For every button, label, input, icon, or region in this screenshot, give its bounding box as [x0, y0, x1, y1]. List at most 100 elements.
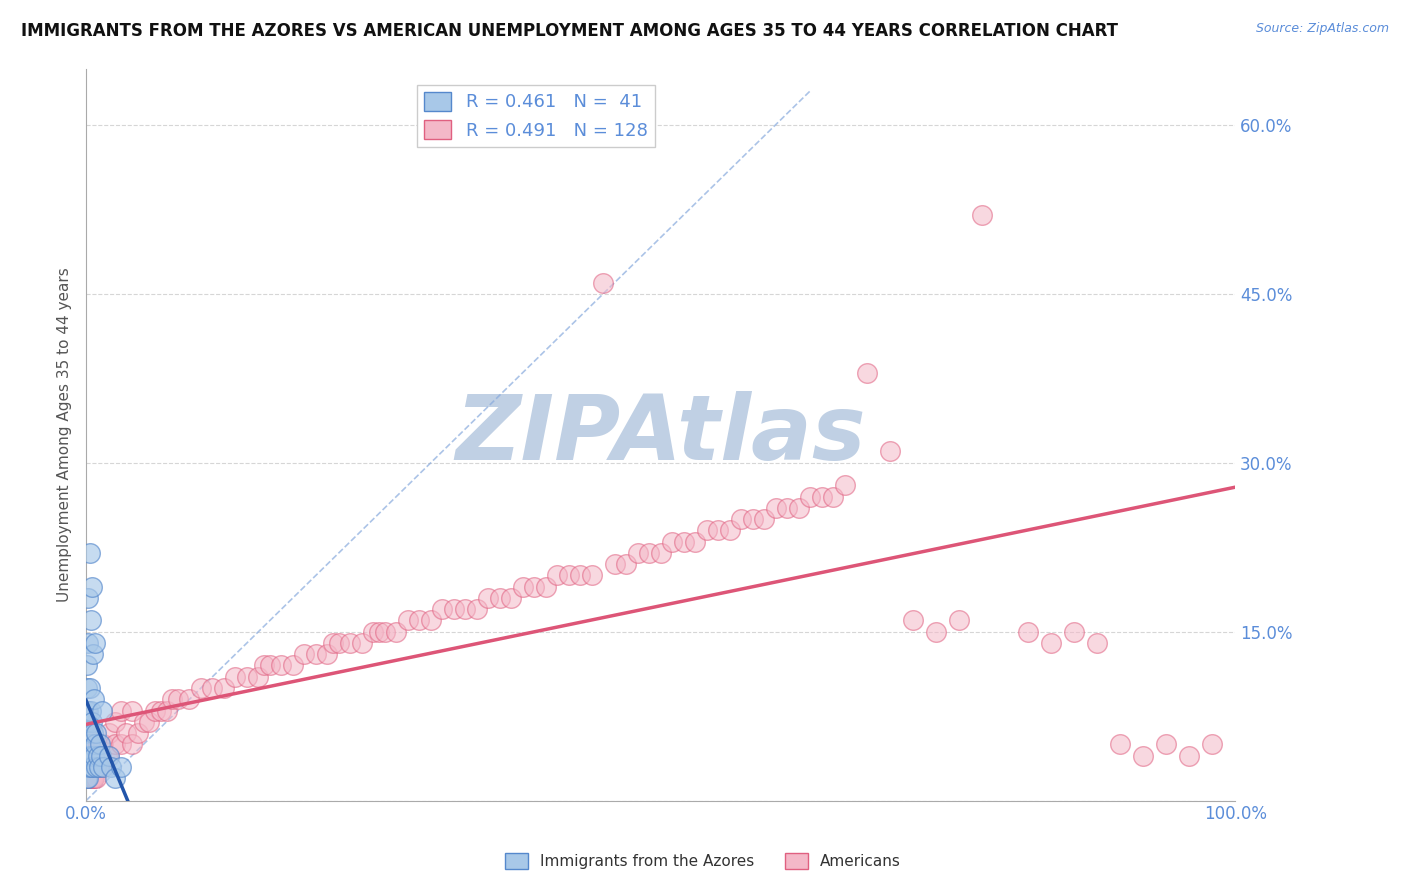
Point: [80, 580, 103, 594]
Point: [98, 748, 121, 763]
Point: [821, 490, 844, 504]
Text: Source: ZipAtlas.com: Source: ZipAtlas.com: [1256, 22, 1389, 36]
Point: [236, 670, 259, 684]
Point: [91, 760, 114, 774]
Point: [294, 647, 316, 661]
Point: [86, 771, 108, 785]
Point: [190, 681, 212, 695]
Point: [77, 760, 100, 774]
Legend: Immigrants from the Azores, Americans: Immigrants from the Azores, Americans: [499, 847, 907, 875]
Point: [385, 624, 408, 639]
Point: [408, 614, 430, 628]
Point: [104, 714, 127, 729]
Point: [89, 737, 111, 751]
Point: [419, 614, 441, 628]
Point: [614, 557, 637, 571]
Point: [1178, 748, 1201, 763]
Point: [903, 614, 925, 628]
Point: [683, 534, 706, 549]
Point: [80, 737, 103, 751]
Text: ZIPAtlas: ZIPAtlas: [456, 391, 866, 479]
Point: [512, 580, 534, 594]
Point: [79, 614, 101, 628]
Point: [638, 546, 661, 560]
Point: [104, 771, 127, 785]
Point: [718, 524, 741, 538]
Point: [127, 726, 149, 740]
Point: [477, 591, 499, 605]
Point: [76, 760, 98, 774]
Point: [110, 760, 132, 774]
Point: [765, 500, 787, 515]
Point: [581, 568, 603, 582]
Point: [80, 760, 103, 774]
Point: [741, 512, 763, 526]
Point: [948, 614, 970, 628]
Point: [259, 658, 281, 673]
Point: [396, 614, 419, 628]
Point: [201, 681, 224, 695]
Point: [79, 737, 101, 751]
Point: [76, 681, 98, 695]
Point: [374, 624, 396, 639]
Point: [84, 737, 107, 751]
Point: [77, 771, 100, 785]
Point: [76, 771, 98, 785]
Point: [100, 760, 122, 774]
Point: [76, 760, 98, 774]
Point: [84, 636, 107, 650]
Point: [501, 591, 523, 605]
Point: [83, 760, 105, 774]
Point: [91, 737, 114, 751]
Point: [80, 771, 103, 785]
Point: [76, 714, 98, 729]
Point: [79, 760, 101, 774]
Text: IMMIGRANTS FROM THE AZORES VS AMERICAN UNEMPLOYMENT AMONG AGES 35 TO 44 YEARS CO: IMMIGRANTS FROM THE AZORES VS AMERICAN U…: [21, 22, 1118, 40]
Point: [569, 568, 592, 582]
Point: [1109, 737, 1132, 751]
Point: [879, 444, 901, 458]
Point: [167, 692, 190, 706]
Point: [77, 591, 100, 605]
Point: [76, 737, 98, 751]
Point: [77, 748, 100, 763]
Point: [77, 771, 100, 785]
Point: [82, 726, 104, 740]
Point: [557, 568, 579, 582]
Point: [1154, 737, 1177, 751]
Point: [316, 647, 339, 661]
Point: [91, 760, 114, 774]
Point: [138, 714, 160, 729]
Point: [86, 760, 108, 774]
Point: [86, 760, 108, 774]
Point: [79, 748, 101, 763]
Point: [650, 546, 672, 560]
Point: [77, 726, 100, 740]
Point: [83, 692, 105, 706]
Point: [79, 546, 101, 560]
Point: [90, 748, 112, 763]
Point: [79, 748, 101, 763]
Point: [707, 524, 730, 538]
Point: [972, 208, 994, 222]
Point: [77, 737, 100, 751]
Point: [76, 704, 98, 718]
Point: [76, 726, 98, 740]
Point: [79, 771, 101, 785]
Point: [212, 681, 235, 695]
Point: [89, 760, 111, 774]
Point: [1085, 636, 1108, 650]
Point: [86, 726, 108, 740]
Point: [834, 478, 856, 492]
Point: [305, 647, 328, 661]
Point: [86, 748, 108, 763]
Point: [672, 534, 695, 549]
Y-axis label: Unemployment Among Ages 35 to 44 years: Unemployment Among Ages 35 to 44 years: [58, 268, 72, 602]
Point: [83, 771, 105, 785]
Point: [79, 771, 101, 785]
Point: [627, 546, 650, 560]
Point: [592, 276, 614, 290]
Point: [79, 681, 101, 695]
Point: [86, 737, 108, 751]
Point: [77, 704, 100, 718]
